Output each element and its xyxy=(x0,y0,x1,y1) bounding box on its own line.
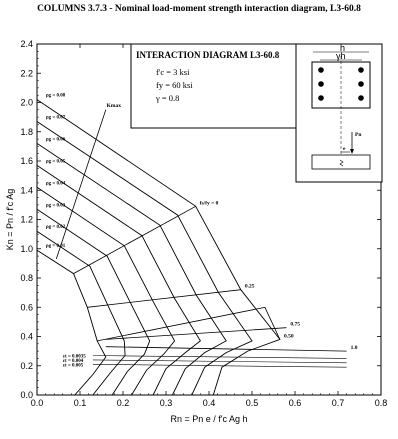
inset-e-label: e xyxy=(343,146,346,152)
x-tick-label: 0.3 xyxy=(160,398,173,408)
strain-label-3: εt = 0.005 xyxy=(63,363,84,368)
legend-box-title: INTERACTION DIAGRAM L3-60.8 xyxy=(136,50,280,60)
x-tick-label: 0.2 xyxy=(117,398,130,408)
x-tick-label: 0.1 xyxy=(74,398,87,408)
chart-title: COLUMNS 3.7.3 - Nominal load-moment stre… xyxy=(37,4,361,14)
y-tick-label: 1.0 xyxy=(20,244,33,254)
x-tick-label: 0.8 xyxy=(375,398,388,408)
fs-line-1 xyxy=(73,205,196,274)
x-tick-label: 0.0 xyxy=(31,398,44,408)
labels: 0.0 0.1 0.2 0.3 0.4 0.5 0.6 0.7 0.8 0.0 0.2 0.4 0.6 0… xyxy=(5,39,387,424)
strain-line-2 xyxy=(92,359,347,364)
y-tick-label: 2.0 xyxy=(20,98,33,108)
x-tick-label: 0.4 xyxy=(203,398,216,408)
fs-label-5: 1.0 xyxy=(351,345,358,351)
fs-label-1: fs/fy = 0 xyxy=(200,200,219,206)
y-tick-label: 2.2 xyxy=(20,68,33,78)
y-axis-label: Kn = Pn / f'c Ag xyxy=(5,189,15,251)
fs-line-4 xyxy=(105,327,287,340)
curves xyxy=(36,99,347,396)
series-label-3: ρg = 0.03 xyxy=(46,203,66,208)
y-tick-label: 1.6 xyxy=(20,156,33,166)
series-label-2: ρg = 0.02 xyxy=(46,225,66,230)
series-label-4: ρg = 0.04 xyxy=(46,181,66,186)
strain-label-2: εt = 0.004 xyxy=(63,359,84,364)
series-line-8 xyxy=(36,99,281,396)
series-line-1 xyxy=(36,249,107,396)
series-label-1: ρg = 0.01 xyxy=(46,244,66,249)
y-tick-label: 0.4 xyxy=(20,332,33,342)
x-tick-label: 0.7 xyxy=(332,398,345,408)
fs-line-5 xyxy=(105,346,347,352)
legend-line-fc: f'c = 3 ksi xyxy=(156,67,190,77)
y-tick-label: 1.2 xyxy=(20,215,33,225)
series-line-7 xyxy=(36,121,253,396)
strain-line-1 xyxy=(92,355,347,359)
y-tick-label: 2.4 xyxy=(20,39,33,49)
series-line-4 xyxy=(36,186,176,396)
x-axis-label: Rn = Pn e / f'c Ag h xyxy=(170,414,247,424)
y-tick-label: 0.6 xyxy=(20,302,33,312)
y-tick-label: 1.4 xyxy=(20,185,33,195)
series-label-7: ρg = 0.07 xyxy=(46,116,66,121)
kmax-line xyxy=(55,109,107,260)
legend-line-gamma: γ = 0.8 xyxy=(155,93,179,103)
inset-pn-label: Pn xyxy=(355,132,361,138)
strain-label-1: εt = 0.0035 xyxy=(63,355,86,360)
fs-line-3 xyxy=(97,306,281,342)
series-line-6 xyxy=(36,143,227,396)
legend-line-fy: fy = 60 ksi xyxy=(156,80,193,90)
y-tick-label: 0.0 xyxy=(20,390,33,400)
rebar-dots xyxy=(318,67,364,101)
series-label-5: ρg = 0.05 xyxy=(46,159,66,164)
series-label-6: ρg = 0.06 xyxy=(46,137,66,142)
fs-line-2 xyxy=(87,289,241,308)
x-tick-label: 0.5 xyxy=(246,398,259,408)
series-line-3 xyxy=(36,208,151,396)
fs-label-2: 0.25 xyxy=(245,284,255,290)
series-line-2 xyxy=(36,230,126,396)
kmax-label: Kmax xyxy=(107,103,122,109)
strain-line-3 xyxy=(92,364,347,368)
x-tick-label: 0.6 xyxy=(289,398,302,408)
fs-label-3: 0.50 xyxy=(284,333,294,339)
inset-h-label: h xyxy=(340,43,345,53)
y-tick-label: 0.2 xyxy=(20,361,33,371)
series-label-8: ρg = 0.08 xyxy=(46,94,66,99)
fs-label-4: 0.75 xyxy=(290,322,300,328)
y-tick-label: 1.8 xyxy=(20,127,33,137)
y-tick-label: 0.8 xyxy=(20,273,33,283)
legend-box: INTERACTION DIAGRAM L3-60.8 f'c = 3 ksi … xyxy=(130,43,298,129)
section-inset: h γh e Pn xyxy=(295,43,383,183)
